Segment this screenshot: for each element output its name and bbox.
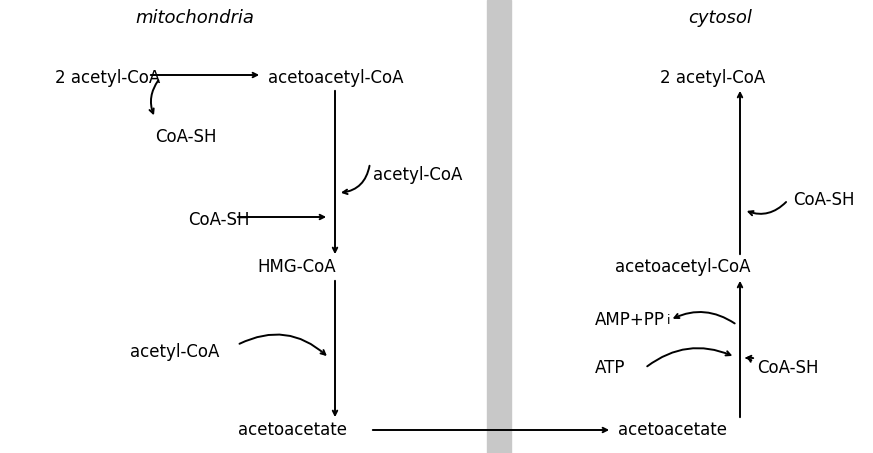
Text: acetoacetyl-CoA: acetoacetyl-CoA bbox=[268, 69, 403, 87]
Text: mitochondria: mitochondria bbox=[135, 9, 254, 27]
Text: i: i bbox=[667, 314, 670, 327]
Text: acetoacetate: acetoacetate bbox=[238, 421, 347, 439]
Text: acetoacetyl-CoA: acetoacetyl-CoA bbox=[615, 258, 751, 276]
Text: CoA-SH: CoA-SH bbox=[793, 191, 855, 209]
Text: CoA-SH: CoA-SH bbox=[155, 128, 217, 146]
Text: acetyl-CoA: acetyl-CoA bbox=[373, 166, 463, 184]
Text: CoA-SH: CoA-SH bbox=[188, 211, 250, 229]
Text: acetyl-CoA: acetyl-CoA bbox=[130, 343, 219, 361]
Text: 2 acetyl-CoA: 2 acetyl-CoA bbox=[660, 69, 766, 87]
Text: CoA-SH: CoA-SH bbox=[757, 359, 819, 377]
Text: ATP: ATP bbox=[595, 359, 625, 377]
Text: AMP+PP: AMP+PP bbox=[595, 311, 665, 329]
Text: HMG-CoA: HMG-CoA bbox=[257, 258, 335, 276]
Text: acetoacetate: acetoacetate bbox=[618, 421, 727, 439]
Text: cytosol: cytosol bbox=[688, 9, 752, 27]
Text: 2 acetyl-CoA: 2 acetyl-CoA bbox=[55, 69, 161, 87]
Bar bbox=[487, 0, 511, 453]
